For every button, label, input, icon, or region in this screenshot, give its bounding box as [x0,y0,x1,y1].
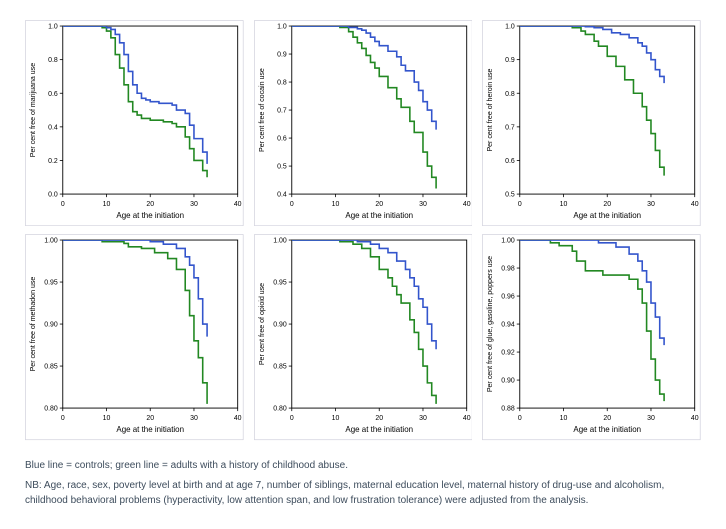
svg-text:0.95: 0.95 [273,280,287,287]
svg-text:0.94: 0.94 [502,322,516,329]
svg-text:10: 10 [331,201,339,208]
svg-text:30: 30 [419,415,427,422]
svg-text:10: 10 [103,415,111,422]
svg-text:0: 0 [518,201,522,208]
svg-text:0.0: 0.0 [48,192,58,199]
svg-text:1.0: 1.0 [48,24,58,31]
svg-text:0.98: 0.98 [502,266,516,273]
svg-text:30: 30 [647,201,655,208]
svg-text:0: 0 [289,415,293,422]
svg-text:40: 40 [462,415,470,422]
svg-text:0: 0 [289,201,293,208]
svg-text:0.85: 0.85 [44,364,58,371]
svg-text:0.6: 0.6 [48,91,58,98]
svg-text:Per cent free of glue, gasolin: Per cent free of glue, gasoline, poppers… [487,256,494,392]
caption-note: NB: Age, race, sex, poverty level at bir… [25,479,701,508]
svg-text:10: 10 [331,415,339,422]
svg-text:0.9: 0.9 [505,57,515,64]
svg-text:0.90: 0.90 [44,322,58,329]
svg-text:0.8: 0.8 [505,91,515,98]
figure-caption: Blue line = controls; green line = adult… [25,459,701,509]
svg-text:20: 20 [604,415,612,422]
svg-text:0.4: 0.4 [277,192,287,199]
svg-text:0.4: 0.4 [48,124,58,131]
svg-text:0.2: 0.2 [48,158,58,165]
svg-text:0.80: 0.80 [44,406,58,413]
svg-text:1.0: 1.0 [505,24,515,31]
svg-text:20: 20 [604,201,612,208]
svg-text:Per cent free of marijuana use: Per cent free of marijuana use [30,63,37,157]
svg-text:0: 0 [61,201,65,208]
svg-text:Age at the initiation: Age at the initiation [345,211,413,220]
svg-text:40: 40 [234,201,242,208]
svg-text:0.92: 0.92 [502,350,516,357]
svg-text:20: 20 [146,201,154,208]
svg-text:10: 10 [560,415,568,422]
svg-text:0.80: 0.80 [273,406,287,413]
caption-legend: Blue line = controls; green line = adult… [25,459,701,474]
svg-text:Per cent free of opioid use: Per cent free of opioid use [259,283,266,365]
svg-text:30: 30 [647,415,655,422]
svg-text:0.5: 0.5 [277,164,287,171]
svg-text:0.8: 0.8 [48,57,58,64]
svg-text:40: 40 [691,415,699,422]
svg-text:0.7: 0.7 [277,108,287,115]
svg-text:Age at the initiation: Age at the initiation [574,211,642,220]
svg-text:0.5: 0.5 [505,192,515,199]
svg-text:40: 40 [691,201,699,208]
svg-text:1.00: 1.00 [44,238,58,245]
svg-text:0.90: 0.90 [502,378,516,385]
svg-text:0.7: 0.7 [505,124,515,131]
svg-text:1.00: 1.00 [502,238,516,245]
svg-text:20: 20 [146,415,154,422]
panel-methadon: 0.80 0.85 0.90 0.95 1.00 0 10 20 30 40 Age at the … [25,234,244,440]
svg-text:0.88: 0.88 [502,406,516,413]
svg-text:0.6: 0.6 [277,136,287,143]
chart-grid: 0.00.20.40.60.81.0010203040Age at the in… [25,20,701,441]
svg-text:30: 30 [419,201,427,208]
svg-text:0.96: 0.96 [502,294,516,301]
svg-text:0: 0 [518,415,522,422]
svg-text:0.90: 0.90 [273,322,287,329]
svg-text:0: 0 [61,415,65,422]
svg-text:40: 40 [234,415,242,422]
svg-text:10: 10 [103,201,111,208]
panel-marijuana: 0.0 0.2 0.4 0.6 0.8 1.0 0 10 20 30 40 Age at the in… [25,20,244,226]
svg-text:Per cent free of cocain use: Per cent free of cocain use [259,68,266,152]
panel-heroin: 0.5 0.6 0.7 0.8 0.9 1.0 0 10 20 30 40 Age at the in… [482,20,701,226]
svg-text:Per cent free of methadon use: Per cent free of methadon use [30,277,37,372]
svg-text:1.00: 1.00 [273,238,287,245]
svg-text:Age at the initiation: Age at the initiation [116,425,184,434]
svg-text:20: 20 [375,415,383,422]
svg-text:0.9: 0.9 [277,52,287,59]
panel-opioid: 0.80 0.85 0.90 0.95 1.00 0 10 20 30 40 Age at the … [254,234,473,440]
svg-text:20: 20 [375,201,383,208]
svg-text:Age at the initiation: Age at the initiation [116,211,184,220]
svg-text:0.8: 0.8 [277,80,287,87]
svg-text:0.95: 0.95 [44,280,58,287]
svg-text:0.85: 0.85 [273,364,287,371]
svg-text:0.6: 0.6 [505,158,515,165]
svg-text:Age at the initiation: Age at the initiation [345,425,413,434]
svg-text:1.0: 1.0 [277,24,287,31]
svg-text:30: 30 [190,201,198,208]
svg-text:30: 30 [190,415,198,422]
svg-text:Age at the initiation: Age at the initiation [574,425,642,434]
svg-text:40: 40 [462,201,470,208]
panel-glue: 0.88 0.90 0.92 0.94 0.96 0.98 1.00 0 10 20 30 40 Age… [482,234,701,440]
panel-cocain: 0.4 0.5 0.6 0.7 0.8 0.9 1.0 0 10 20 30 40 Age at the… [254,20,473,226]
svg-text:10: 10 [560,201,568,208]
svg-text:Per cent free of heroin use: Per cent free of heroin use [487,68,494,151]
